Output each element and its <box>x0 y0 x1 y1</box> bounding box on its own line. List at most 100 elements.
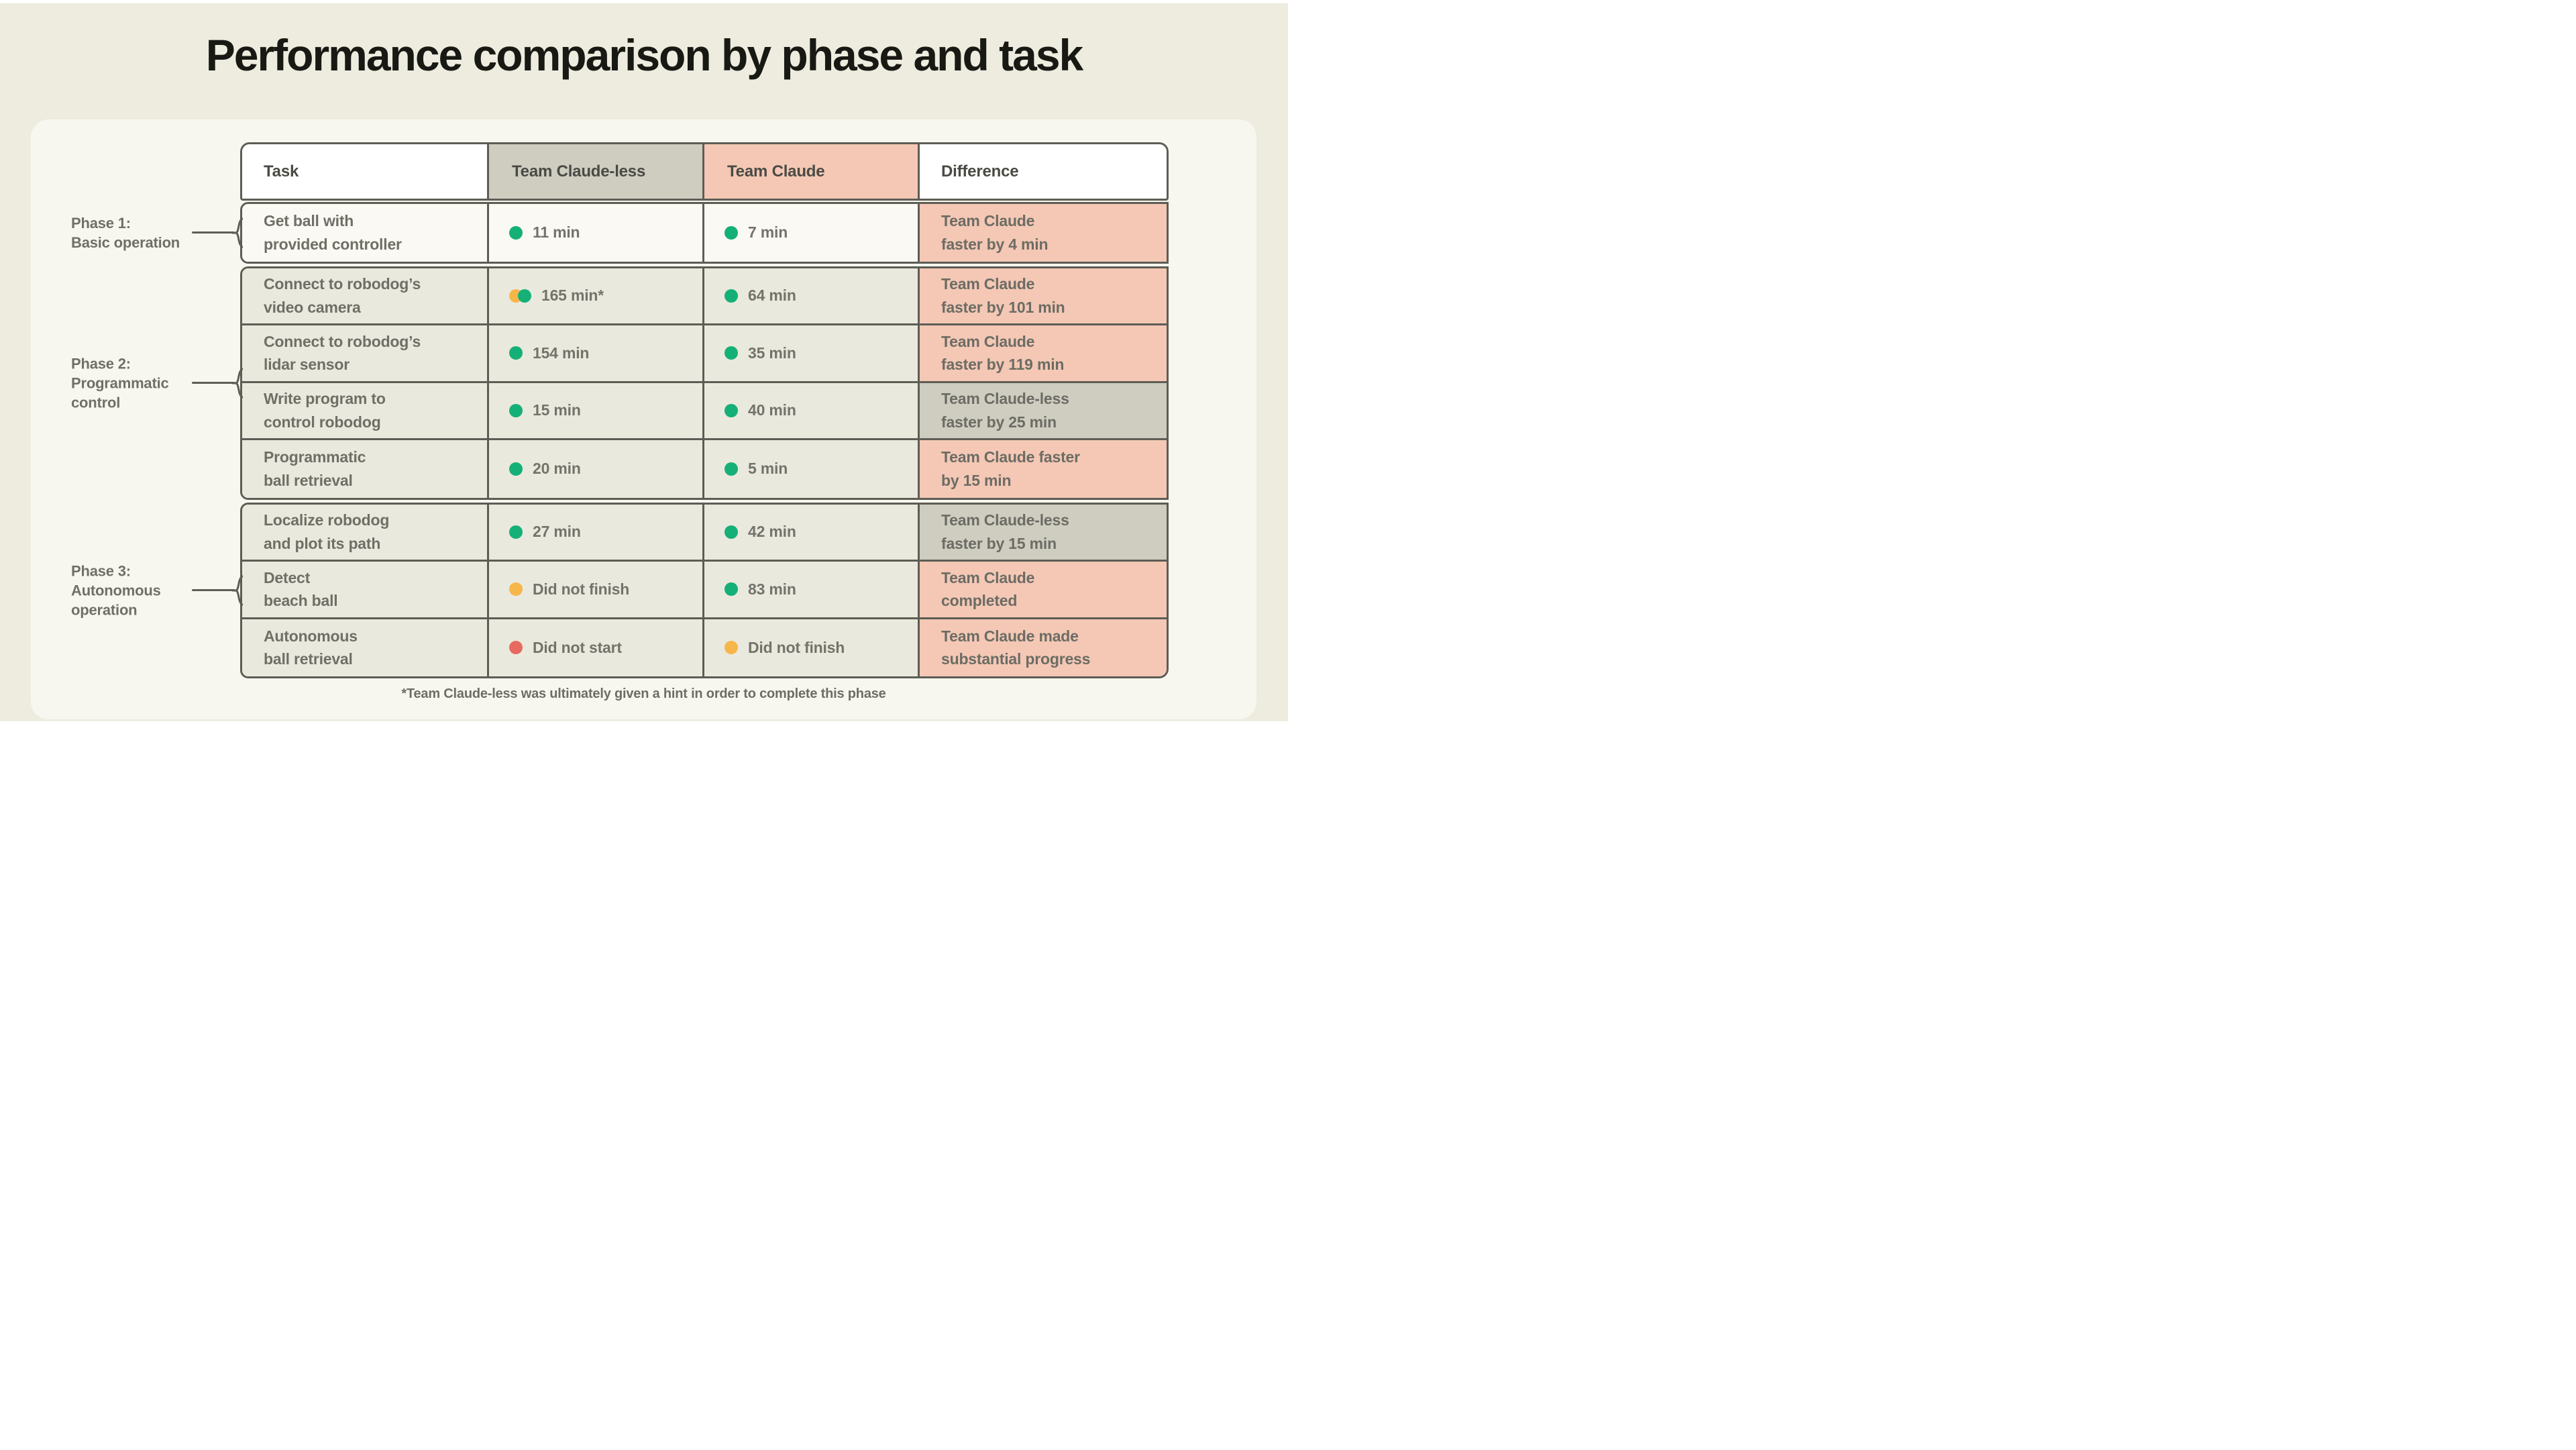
text-line: Team Claude-less <box>941 390 1069 408</box>
task-cell: Programmatic ball retrieval <box>242 440 489 498</box>
table-row: Connect to robodog’s lidar sensor 154 min 3… <box>242 325 1167 383</box>
text-line: Phase 2: <box>71 354 131 372</box>
task-cell: Autonomous ball retrieval <box>242 619 489 676</box>
phase-group: Get ball with provided controller 11 min 7 … <box>240 202 1169 264</box>
green-status-dot-icon <box>724 403 738 417</box>
table-row: Detect beach ball Did not finish 83 min Team… <box>242 562 1167 619</box>
team-claudeless-cell: 15 min <box>489 382 704 440</box>
value-text: 35 min <box>748 344 796 362</box>
status-dots <box>724 641 738 655</box>
text-line: by 15 min <box>941 471 1012 489</box>
table-row: Autonomous ball retrieval Did not start Did… <box>242 619 1167 676</box>
phase-group: Connect to robodog’s video camera 165 min*… <box>240 266 1169 500</box>
table-body: Get ball with provided controller 11 min 7 … <box>240 202 1169 678</box>
task-cell: Connect to robodog’s lidar sensor <box>242 325 489 383</box>
green-status-dot-icon <box>518 289 531 303</box>
green-status-dot-icon <box>724 462 738 476</box>
text-line: Team Claude made <box>941 627 1079 645</box>
phase-connector-line <box>192 231 235 234</box>
value-text: 165 min* <box>541 287 604 305</box>
text-line: Team Claude faster <box>941 448 1080 466</box>
team-claudeless-cell: 11 min <box>489 204 704 262</box>
orange-status-dot-icon <box>724 641 738 655</box>
text-line: Team Claude-less <box>941 511 1069 529</box>
value-text: 42 min <box>748 523 796 541</box>
phase-connector-line <box>192 382 235 384</box>
phase-label: Phase 3: Autonomous operation <box>71 561 161 619</box>
team-claude-cell: 35 min <box>704 325 920 383</box>
header-team-claudeless: Team Claude-less <box>489 144 704 199</box>
text-line: Team Claude <box>941 275 1035 293</box>
difference-cell: Team Claude-less faster by 15 min <box>920 504 1167 562</box>
team-claudeless-cell: 20 min <box>489 440 704 498</box>
team-claude-cell: 64 min <box>704 268 920 325</box>
text-line: control robodog <box>264 413 381 431</box>
green-status-dot-icon <box>509 346 523 360</box>
green-status-dot-icon <box>724 346 738 360</box>
text-line: provided controller <box>264 235 402 253</box>
value-text: Did not finish <box>748 638 845 656</box>
text-line: Team Claude <box>941 568 1035 586</box>
orange-status-dot-icon <box>509 582 523 597</box>
team-claudeless-cell: Did not finish <box>489 562 704 619</box>
green-status-dot-icon <box>509 525 523 539</box>
green-status-dot-icon <box>724 225 738 240</box>
text-line: Localize robodog <box>264 511 390 529</box>
status-dots <box>509 641 523 655</box>
status-dots <box>509 346 523 360</box>
text-line: Autonomous <box>71 582 161 599</box>
value-text: 7 min <box>748 223 788 242</box>
status-dots <box>509 525 523 539</box>
team-claudeless-cell: 154 min <box>489 325 704 383</box>
phase-label: Phase 2: Programmatic control <box>71 354 169 412</box>
text-line: beach ball <box>264 592 338 610</box>
table-row: Connect to robodog’s video camera 165 min*… <box>242 268 1167 325</box>
text-line: faster by 25 min <box>941 413 1057 431</box>
red-status-dot-icon <box>509 641 523 655</box>
team-claudeless-cell: Did not start <box>489 619 704 676</box>
table-row: Programmatic ball retrieval 20 min 5 min Tea… <box>242 440 1167 498</box>
status-dots <box>724 289 738 303</box>
difference-cell: Team Claude faster by 101 min <box>920 268 1167 325</box>
value-text: 11 min <box>533 223 580 242</box>
task-cell: Localize robodog and plot its path <box>242 504 489 562</box>
status-dots <box>509 582 523 597</box>
text-line: Get ball with <box>264 212 354 230</box>
status-dots <box>724 346 738 360</box>
text-line: control <box>71 394 121 411</box>
team-claude-cell: 40 min <box>704 382 920 440</box>
team-claudeless-cell: 27 min <box>489 504 704 562</box>
green-status-dot-icon <box>509 462 523 476</box>
green-status-dot-icon <box>724 582 738 597</box>
table-row: Write program to control robodog 15 min 40 … <box>242 382 1167 440</box>
chart-title: Performance comparison by phase and task <box>205 30 1083 80</box>
phase-group: Localize robodog and plot its path 27 min 4… <box>240 502 1169 678</box>
text-line: Phase 3: <box>71 562 131 580</box>
status-dots <box>509 289 531 303</box>
difference-cell: Team Claude faster by 4 min <box>920 204 1167 262</box>
green-status-dot-icon <box>724 525 738 539</box>
status-dots <box>724 225 738 240</box>
team-claude-cell: 42 min <box>704 504 920 562</box>
text-line: faster by 4 min <box>941 235 1049 253</box>
text-line: Connect to robodog’s <box>264 275 421 293</box>
header-difference: Difference <box>920 144 1167 199</box>
table-row: Localize robodog and plot its path 27 min 4… <box>242 504 1167 562</box>
value-text: 40 min <box>748 401 796 419</box>
text-line: Programmatic <box>71 374 169 391</box>
text-line: Team Claude <box>941 332 1035 350</box>
text-line: ball retrieval <box>264 471 353 489</box>
value-text: 5 min <box>748 460 788 478</box>
text-line: substantial progress <box>941 650 1091 668</box>
text-line: video camera <box>264 298 361 316</box>
text-line: faster by 15 min <box>941 534 1057 552</box>
text-line: Autonomous <box>264 627 358 645</box>
text-line: Programmatic <box>264 448 366 466</box>
team-claude-cell: Did not finish <box>704 619 920 676</box>
text-line: completed <box>941 592 1018 610</box>
value-text: 27 min <box>533 523 581 541</box>
phase-connector-line <box>192 589 235 592</box>
header-team-claude: Team Claude <box>704 144 920 199</box>
team-claude-cell: 83 min <box>704 562 920 619</box>
text-line: Phase 1: <box>71 214 131 231</box>
